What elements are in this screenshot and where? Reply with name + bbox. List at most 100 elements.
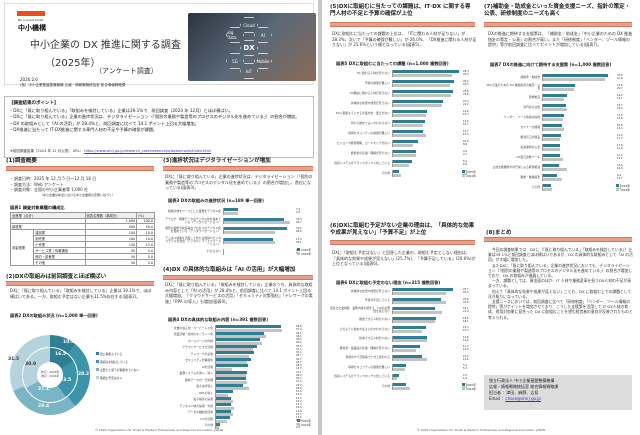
- survey-target-note: （中小企業基本法における中小企業者の定義に基づく）: [40, 192, 116, 197]
- bar-label: IoTの活用: [200, 416, 213, 421]
- section-3-title: (3)進捗状況はデジタライゼーションが増加: [163, 158, 271, 164]
- bar-row: 先進事例の公表 11.8 11.6: [484, 144, 634, 151]
- bar-2024: [216, 335, 266, 338]
- hex-bigdata: Big Data: [226, 27, 244, 43]
- bar-2024: [216, 406, 235, 410]
- copyright-footer: © 2026 Organization for Small & Medium E…: [416, 428, 546, 432]
- bar-row: RPAの導入 14.6 10.4: [165, 390, 315, 397]
- bar-row: 予算が不足している 20.6 22.6: [330, 297, 480, 304]
- bar-label: 電子決済導入: [196, 384, 213, 389]
- bar-2025: [393, 383, 407, 386]
- bar-label: その他: [381, 383, 390, 388]
- bar-2025: [224, 217, 284, 221]
- bar-label: テレワークの実施: [190, 351, 213, 356]
- bar-2025: [543, 164, 560, 167]
- bar-label: 中小企業のための DX 推進指針の策定・公表: [486, 83, 540, 91]
- bar-2025: [216, 344, 257, 348]
- reference-label: ※前回調査結果（2024 年 12 月公表） URL：: [10, 149, 84, 153]
- bar-label: 研修制度: [528, 94, 540, 99]
- bar-label: 個別の業務や製造等のプロセスのデジタル化を進めている（デジタライゼーション）: [165, 226, 221, 234]
- bar-row: 情報セキュリティの確保が難しい 12.7 14.0: [330, 130, 480, 137]
- bar-2025: [543, 94, 567, 97]
- bar-row: ビジョンや経営戦略、ロードマップがない 10.9 8.6: [330, 140, 480, 147]
- section-8-title: (8)まとめ: [486, 230, 512, 236]
- bar-2025: [393, 170, 399, 173]
- bar-2025: [393, 90, 453, 93]
- bar-2024: [543, 187, 553, 191]
- bar-2025: [224, 227, 287, 230]
- bar-label: RPAの導入: [199, 390, 213, 395]
- logo-tagline: Be a Great Small: [18, 18, 44, 22]
- reference-link[interactable]: https://www.smrj.go.jp/research_case/res…: [84, 149, 212, 153]
- bar-label: セミナーの開催: [520, 124, 540, 129]
- bar-2025: [393, 316, 437, 320]
- bar-2025: [543, 114, 565, 117]
- bar-2024: [543, 167, 567, 171]
- bar-2025: [393, 307, 436, 310]
- bar-2024: [393, 291, 447, 295]
- contact-person: 担当者 ：津田、麻野、吉見: [489, 390, 539, 395]
- bar-label: 業務システムの導入・導入: [179, 371, 213, 376]
- bar-2025: [393, 288, 453, 291]
- bar-row: 具体的な効果や成果が見えない 25.7 22.9: [330, 288, 480, 295]
- bar-label: 推進できる人材がいない: [359, 317, 390, 322]
- bar-2025: [216, 370, 247, 374]
- inner-ring-label: 内円：2024年: [40, 374, 60, 378]
- legend-item: 既に取組んでいる: [100, 352, 123, 356]
- key-point: ・DXに「既に取り組んでいる」「取組みを検討している」企業は39.1%で、前回調…: [9, 107, 233, 113]
- bar-2025: [216, 364, 249, 367]
- bar-label: 自社の企業規模、業務内容を踏まえ、DXの必要性を感じない: [330, 306, 391, 314]
- bar-label: DX推進に関わる人材が足りない: [349, 90, 390, 95]
- bar-label: 相談窓口の開設: [520, 134, 540, 139]
- section-band: [6, 166, 154, 171]
- bar-2024: [393, 143, 414, 147]
- bar-row: データの継続的活用 12.8 15.3: [165, 409, 315, 416]
- bar-2024: [543, 77, 605, 81]
- bar-row: 業務システムの導入・導入 27.1 26.4: [165, 370, 315, 377]
- bar-2024: [393, 348, 417, 352]
- survey-date: ・調査日時：2025 年 12 月 5 日～12 月 18 日: [10, 176, 97, 181]
- table-cell: 5.0: [136, 259, 155, 266]
- survey-target: ・調査対象：全国の中小企業者等 1,000 社: [10, 187, 88, 192]
- summary-paragraph: 加えて「具体的な効果や成果が見えない」ことも、DX に取組む上での課題として浮き…: [488, 288, 632, 299]
- bar-2024: [216, 328, 282, 332]
- bar-row: 組織全体をベースとした業務をデジタル化 7.9 7.6: [165, 208, 315, 215]
- bar-row: ベンダー、ツール情報の提供 14.3 13.6: [484, 114, 634, 121]
- bar-label: 税制・優遇措置: [520, 174, 540, 179]
- section-5-title: (5)DXに取組むに当たっての課題は、IT·DX に関する専門人材の不足と予算の…: [330, 4, 471, 17]
- bar-2025: [216, 383, 244, 387]
- bar-label: 公的支援機関や専門家による経営相談: [492, 164, 540, 169]
- bar-2025: [543, 144, 561, 147]
- figure-1-title: 図表1 調査対象業種の構成比: [10, 205, 65, 210]
- contact-box: 独立行政法人 中小企業基盤整備機構 広報・情報戦略統括室 総合情報戦略課 担当者…: [484, 375, 632, 410]
- bar-row: 具体的な効果や成果が見えない 21.4 21.2: [330, 100, 480, 107]
- table-cell: その他: [33, 259, 86, 266]
- key-point: ・DXに「既に取り組んでいる」企業の進捗状況は、デジタライゼーション（「個別の業…: [9, 114, 300, 120]
- section-7-text: DXの推進に期待する支援策は、「補助金・助成金」「中小企業のための DX 推進指…: [488, 31, 633, 47]
- bar-label: 指導できる人材がいない: [359, 336, 390, 341]
- pie-value: 10.9: [63, 340, 75, 345]
- bar-2025: [393, 100, 443, 103]
- key-points-box: 【調査結果のポイント】 ・DXに「既に取り組んでいる」「取組みを検討している」企…: [4, 96, 314, 158]
- bar-row: 営業活動・社内のオンライン化 42.1 43.5: [165, 331, 315, 338]
- bar-label: 営業活動・社内のオンライン化: [173, 332, 213, 337]
- bar-2024: [216, 361, 247, 364]
- bar-2025: [543, 154, 560, 157]
- bar-label: 組織全体をベースとした業務をデジタル化: [168, 208, 221, 213]
- bar-2024: [393, 329, 422, 333]
- bar-row: 顧客データの一元管理 26.3 27.0: [165, 377, 315, 384]
- figure-6-title: 図表6 DXに取組む予定のない理由 (n=315 複数回答): [336, 280, 441, 285]
- figure-5-title: 図表5 DXに取組むに当たっての課題 (n=1,000 複数回答): [336, 61, 449, 66]
- survey-overview: ・調査日時：2025 年 12 月 5 日～12 月 18 日 ・調査方法：We…: [10, 176, 155, 198]
- bar-2024: [393, 358, 428, 361]
- legend-item: 取組みを検討している: [100, 360, 128, 364]
- bar-row: 公的支援機関や専門家による経営相談 10.9 16.0: [484, 164, 634, 171]
- bar-2024: [393, 73, 453, 77]
- hex-iot: IoT: [240, 63, 258, 79]
- bar-2024: [216, 413, 234, 416]
- email-link[interactable]: chose@smrj.go.jp: [505, 396, 541, 401]
- bar-label: 既存システムがブラックボックス化している: [334, 160, 390, 165]
- bar-2024: [224, 221, 291, 224]
- bar-label: 専門家の派遣: [523, 104, 540, 109]
